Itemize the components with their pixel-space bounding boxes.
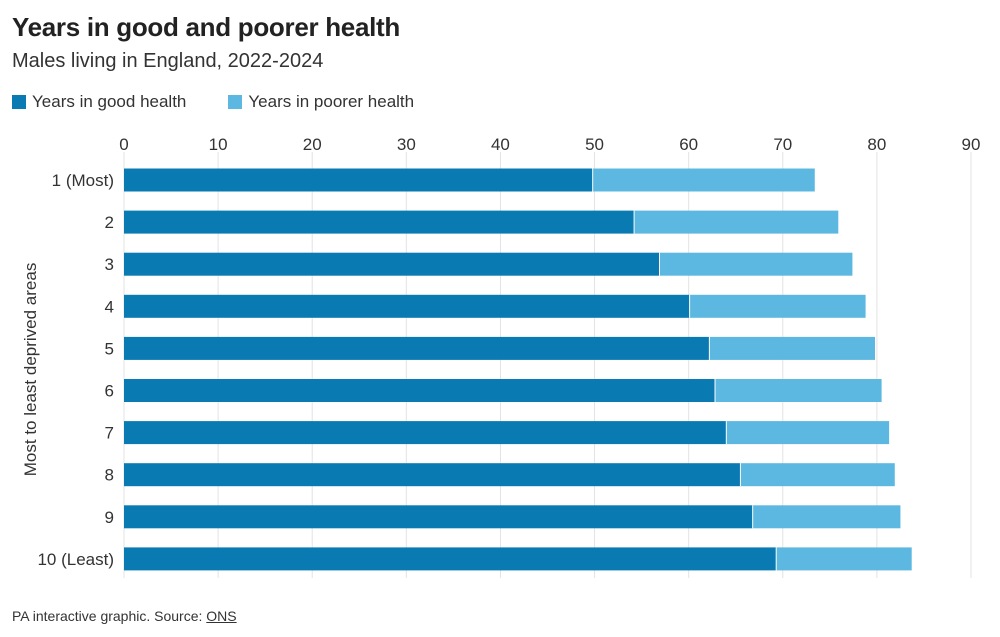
- footer: PA interactive graphic. Source: ONS: [12, 608, 237, 624]
- x-tick-label: 50: [585, 135, 604, 154]
- category-label: 2: [105, 213, 114, 232]
- category-label: 6: [105, 382, 114, 401]
- category-label: 8: [105, 466, 114, 485]
- chart-subtitle: Males living in England, 2022-2024: [12, 50, 324, 72]
- x-tick-label: 80: [867, 135, 886, 154]
- source-link[interactable]: ONS: [206, 608, 237, 624]
- bar-good-health: [124, 336, 710, 360]
- bar-good-health: [124, 168, 593, 192]
- category-label: 4: [105, 297, 114, 316]
- bar-good-health: [124, 210, 635, 234]
- bar-good-health: [124, 463, 741, 487]
- legend-swatch-poor: [228, 95, 243, 109]
- bar-good-health: [124, 379, 716, 402]
- legend-label-good: Years in good health: [32, 92, 187, 111]
- bar-poorer-health: [634, 210, 839, 234]
- bar-good-health: [124, 421, 727, 445]
- x-axis-ticks: 0 10 20 30 40 50 60 70 80 90: [119, 135, 980, 154]
- bar-poorer-health: [715, 379, 882, 402]
- x-tick-label: 30: [397, 135, 416, 154]
- chart-title: Years in good and poorer health: [12, 12, 400, 42]
- x-tick-label: 0: [119, 135, 128, 154]
- stacked-bar-chart: 0 10 20 30 40 50 60 70 80 90 1 (Most) 2 3 4 5 6 7 8 9 10 (…: [21, 135, 980, 578]
- category-label: 9: [105, 508, 114, 527]
- legend-swatch-good: [12, 95, 26, 109]
- footer-text: PA interactive graphic. Source:: [12, 608, 207, 624]
- bar-good-health: [124, 252, 660, 276]
- x-tick-label: 70: [773, 135, 792, 154]
- category-label: 7: [105, 424, 114, 443]
- category-label: 1 (Most): [52, 171, 114, 190]
- category-label: 3: [105, 255, 114, 274]
- legend-item-poor: Years in poorer health: [228, 92, 414, 112]
- bar-good-health: [124, 505, 753, 529]
- bars: [124, 168, 912, 571]
- bar-poorer-health: [752, 505, 901, 529]
- x-tick-label: 40: [491, 135, 510, 154]
- legend: Years in good health Years in poorer hea…: [12, 92, 456, 112]
- category-label: 5: [105, 339, 114, 358]
- bar-poorer-health: [709, 336, 876, 360]
- category-labels: 1 (Most) 2 3 4 5 6 7 8 9 10 (Least): [37, 171, 114, 569]
- x-tick-label: 10: [209, 135, 228, 154]
- bar-poorer-health: [726, 421, 890, 445]
- bar-good-health: [124, 294, 690, 318]
- bar-poorer-health: [740, 463, 895, 487]
- legend-item-good: Years in good health: [12, 92, 186, 112]
- x-tick-label: 60: [679, 135, 698, 154]
- bar-poorer-health: [776, 547, 912, 571]
- y-axis-label: Most to least deprived areas: [21, 263, 40, 477]
- x-tick-label: 20: [303, 135, 322, 154]
- bar-good-health: [124, 547, 777, 571]
- x-tick-label: 90: [962, 135, 981, 154]
- bar-poorer-health: [659, 252, 853, 276]
- category-label: 10 (Least): [37, 550, 114, 569]
- legend-label-poor: Years in poorer health: [248, 92, 415, 111]
- bar-poorer-health: [689, 294, 866, 318]
- bar-poorer-health: [592, 168, 815, 192]
